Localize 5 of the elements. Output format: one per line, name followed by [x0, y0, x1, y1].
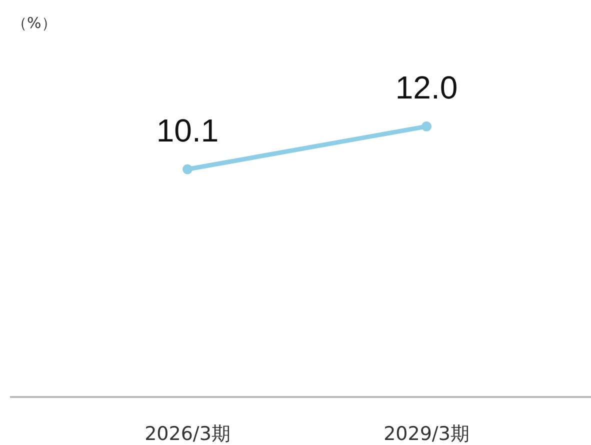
data-label: 10.1 [156, 112, 219, 148]
data-label: 12.0 [395, 69, 458, 106]
x-tick-label: 2026/3期 [144, 423, 230, 445]
text: （%） [12, 14, 56, 32]
x-tick-label: 2029/3期 [384, 423, 470, 445]
